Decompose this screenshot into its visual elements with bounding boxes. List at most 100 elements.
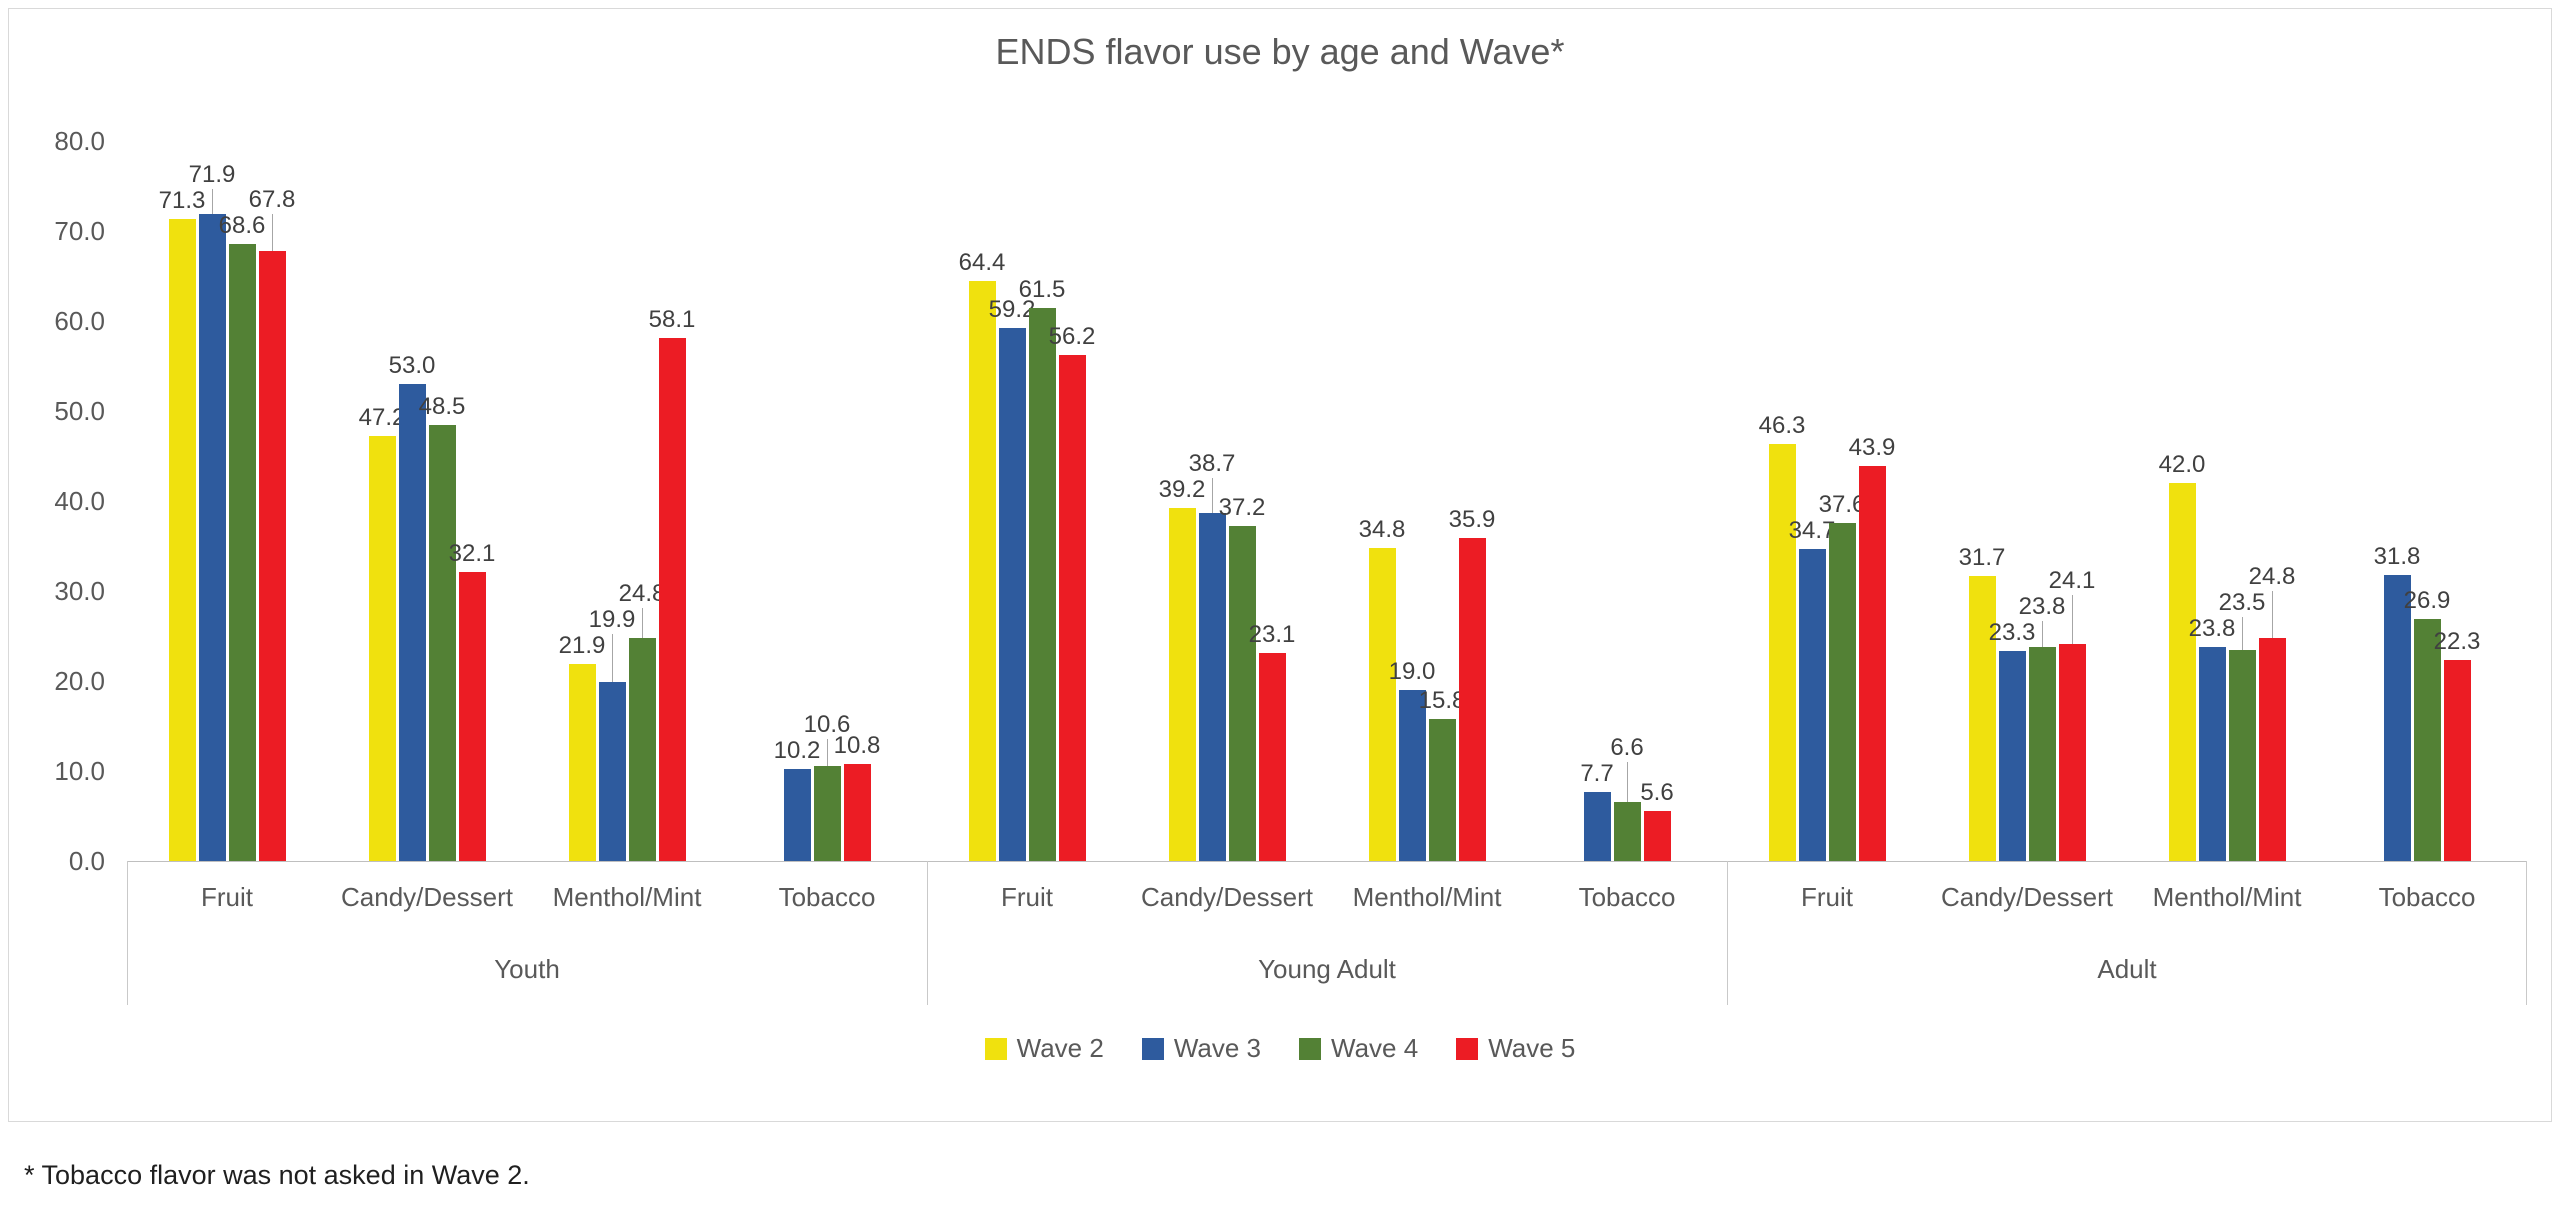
y-axis-tick-label: 40.0 [54, 486, 105, 516]
bar-value-label: 61.5 [1018, 275, 1066, 303]
footnote: * Tobacco flavor was not asked in Wave 2… [24, 1160, 530, 1190]
y-axis-tick-label: 80.0 [54, 126, 105, 156]
chart-title: ENDS flavor use by age and Wave* [995, 31, 1565, 72]
legend-label-wave-5: Wave 5 [1488, 1033, 1576, 1063]
category-label-fruit: Fruit [1001, 881, 1053, 912]
bar-wave-5: 56.2 [1049, 325, 1095, 861]
bar-value-label: 58.1 [648, 306, 696, 334]
bar-value-label: 19.9 [588, 605, 636, 633]
label-leader-line [2242, 616, 2243, 650]
bar-value-label: 59.2 [988, 296, 1036, 324]
legend: Wave 2 Wave 3 Wave 4 Wave 5 [9, 1033, 2551, 1064]
bar-value-label: 64.4 [958, 249, 1006, 277]
age-section-adult: 46.3 34.7 37.6 43.9 31.7 23.3 23.8 24.1 42.0 23.8… [1727, 141, 2527, 861]
bar-value-label: 32.1 [448, 540, 496, 568]
bar-value-label: 68.6 [218, 211, 266, 239]
bar-wave-3: 59.2 [989, 298, 1035, 861]
category-group-youth-menthol-mint: 21.9 19.9 24.8 58.1 [527, 141, 727, 861]
y-axis-tick-label: 60.0 [54, 306, 105, 336]
bar-wave-2: 39.2 [1159, 478, 1205, 861]
y-axis-tick-label: 50.0 [54, 396, 105, 426]
bar-wave-4: 23.8 [2019, 595, 2065, 861]
category-label-tobacco: Tobacco [1578, 881, 1676, 912]
bar-wave-5: 35.9 [1449, 507, 1495, 861]
bar-wave-2: 21.9 [559, 633, 605, 861]
bar-value-label: 23.5 [2218, 588, 2266, 616]
bar-wave-4: 37.2 [1219, 496, 1265, 861]
bar-value-label: 38.7 [1188, 450, 1236, 478]
bar-value-label: 26.9 [2403, 586, 2451, 614]
bar-value-label: 10.6 [803, 711, 851, 739]
bar-wave-3: 31.8 [2374, 544, 2420, 861]
bar-value-label: 22.3 [2433, 628, 2481, 656]
bar-wave-3: 71.9 [189, 163, 235, 861]
bar-value-label: 5.6 [1640, 778, 1674, 806]
bar-cluster: 46.3 34.7 37.6 43.9 [1759, 414, 1895, 861]
bar-wave-5: 22.3 [2434, 630, 2480, 861]
bar-wave-3: 38.7 [1189, 452, 1235, 861]
bar-value-label: 10.2 [773, 737, 821, 765]
bar-value-label: 71.9 [188, 161, 236, 189]
bar-wave-2: 42.0 [2159, 453, 2205, 861]
category-label-menthol-mint: Menthol/Mint [1352, 881, 1502, 912]
bar-wave-5: 10.8 [834, 733, 880, 861]
legend-item-wave-2: Wave 2 [984, 1033, 1104, 1064]
bar-cluster: 42.0 23.8 23.5 24.8 [2159, 453, 2295, 861]
bar-wave-3: 34.7 [1789, 518, 1835, 861]
bar-wave-4: 24.8 [619, 581, 665, 861]
label-leader-line [642, 607, 643, 638]
bar-wave-4: 48.5 [419, 394, 465, 861]
legend-item-wave-4: Wave 4 [1299, 1033, 1418, 1064]
bar-cluster: 31.7 23.3 23.8 24.1 [1959, 545, 2095, 861]
bar-wave-3: 10.2 [774, 739, 820, 861]
bar-value-label: 48.5 [418, 392, 466, 420]
bar-value-label: 37.6 [1818, 490, 1866, 518]
bar-value-label: 23.8 [2018, 593, 2066, 621]
bar-wave-2: 47.2 [359, 406, 405, 861]
age-group-label-adult: Adult [2097, 953, 2157, 984]
age-section-young-adult: 64.4 59.2 61.5 56.2 39.2 38.7 37.2 23.1 34.8 19.0… [927, 141, 1727, 861]
chart-frame: ENDS flavor use by age and Wave* 80.0 70.… [8, 8, 2552, 1122]
bar-value-label: 24.8 [618, 579, 666, 607]
category-group-youth-tobacco: 10.2 10.6 10.8 [727, 141, 927, 861]
bar-value-label: 23.3 [1988, 619, 2036, 647]
category-label-tobacco: Tobacco [778, 881, 876, 912]
bar-wave-5: 24.1 [2049, 569, 2095, 861]
bar-cluster: 71.3 71.9 68.6 67.8 [159, 163, 295, 861]
category-group-young-adult-fruit: 64.4 59.2 61.5 56.2 [927, 141, 1127, 861]
bar-wave-3: 23.3 [1989, 621, 2035, 861]
bar-cluster: 34.8 19.0 15.8 35.9 [1359, 507, 1495, 861]
bar-value-label: 46.3 [1758, 412, 1806, 440]
legend-swatch-wave-2 [984, 1037, 1007, 1060]
bar-wave-3: 19.9 [589, 607, 635, 861]
bar-wave-4: 68.6 [219, 213, 265, 861]
legend-label-wave-4: Wave 4 [1331, 1033, 1419, 1063]
bar-value-label: 67.8 [248, 185, 296, 213]
y-axis-tick-label: 30.0 [54, 576, 105, 606]
bar-wave-3: 23.8 [2189, 616, 2235, 861]
bar-value-label: 31.7 [1958, 543, 2006, 571]
category-group-youth-candy-dessert: 47.2 53.0 48.5 32.1 [327, 141, 527, 861]
age-group-label-young-adult: Young Adult [1258, 953, 1396, 984]
category-label-menthol-mint: Menthol/Mint [552, 881, 702, 912]
bar-cluster: 64.4 59.2 61.5 56.2 [959, 251, 1095, 861]
category-label-fruit: Fruit [1801, 881, 1853, 912]
category-label-candy-dessert: Candy/Dessert [341, 881, 513, 912]
bar-wave-2: 71.3 [159, 189, 205, 861]
bar-value-label: 34.8 [1358, 515, 1406, 543]
bar-wave-5: 32.1 [449, 542, 495, 861]
bar-wave-4: 37.6 [1819, 492, 1865, 861]
bar-cluster: 10.2 10.6 10.8 [774, 713, 880, 861]
bar-wave-3: 7.7 [1580, 761, 1614, 861]
label-leader-line [212, 189, 213, 214]
bar-cluster: 39.2 38.7 37.2 23.1 [1159, 452, 1295, 861]
bar-value-label: 24.8 [2248, 562, 2296, 590]
label-leader-line [2272, 590, 2273, 638]
category-axis: Fruit Candy/Dessert Menthol/Mint Tobacco Fru… [127, 861, 2527, 933]
legend-item-wave-3: Wave 3 [1141, 1033, 1261, 1064]
bar-value-label: 42.0 [2158, 451, 2206, 478]
bar-wave-3: 53.0 [389, 354, 435, 861]
bar-value-label: 39.2 [1158, 476, 1206, 504]
bar-value-label: 23.8 [2188, 614, 2236, 642]
category-label-section-adult: Fruit Candy/Dessert Menthol/Mint Tobacco [1727, 861, 2527, 933]
